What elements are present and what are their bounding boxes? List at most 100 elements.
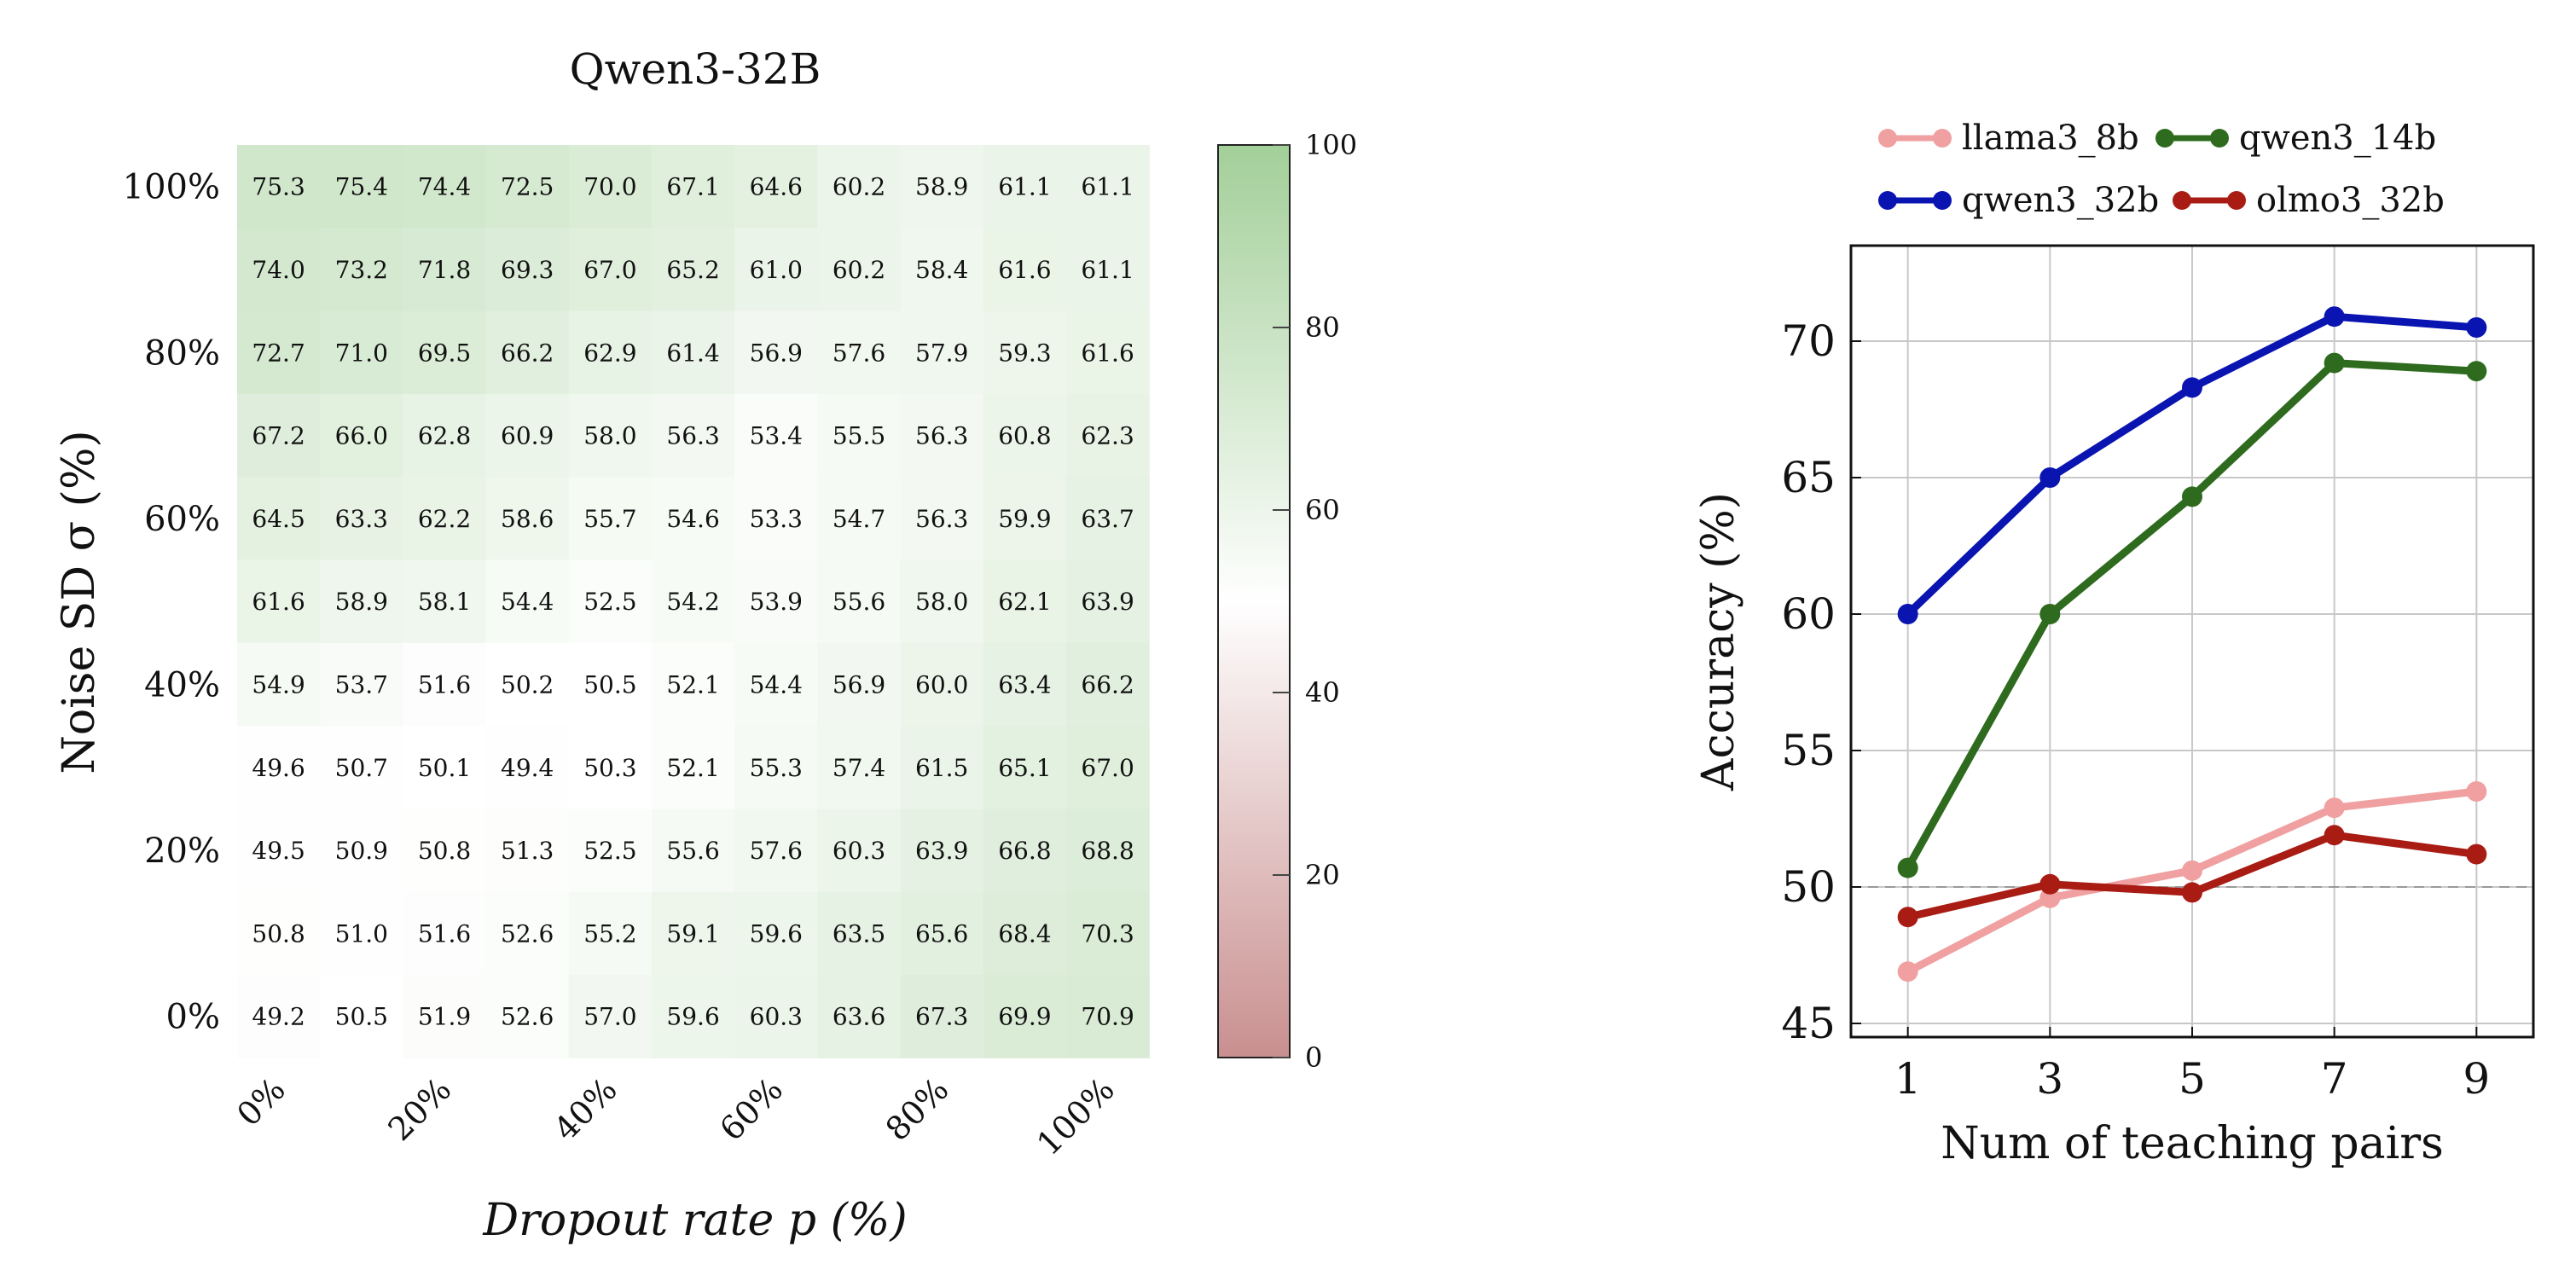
heatmap-cell: [817, 228, 902, 312]
data-point-qwen3_14b: [2039, 604, 2061, 624]
heatmap-cell-label: 52.5: [583, 837, 636, 865]
legend-swatch-marker: [2210, 129, 2229, 148]
heatmap-cell-label: 51.0: [335, 919, 388, 948]
heatmap-cell: [568, 559, 653, 644]
heatmap-cell-label: 62.8: [418, 422, 471, 450]
heatmap-cell-label: 62.9: [583, 339, 636, 367]
heatmap-cell-label: 72.5: [501, 173, 554, 201]
heatmap-cell-label: 50.9: [335, 837, 388, 865]
data-point-olmo3_32b: [2039, 873, 2061, 895]
heatmap-cell: [983, 310, 1067, 395]
legend-swatch-marker: [1933, 191, 1952, 210]
heatmap-cell-label: 62.1: [998, 588, 1051, 616]
heatmap-cell: [320, 642, 403, 727]
heatmap-x-ticks: 0% 20% 40% 60% 80% 100%: [229, 1070, 1122, 1162]
data-point-qwen3_14b: [1897, 857, 1918, 878]
data-point-llama3_8b: [1897, 961, 1918, 982]
heatmap-cell-label: 50.2: [501, 670, 554, 698]
heatmap-cell-label: 75.4: [335, 173, 388, 201]
heatmap-cell-label: 69.9: [998, 1003, 1051, 1031]
heatmap-cell: [817, 310, 902, 395]
heatmap-cell-label: 61.1: [1081, 256, 1134, 284]
line-x-ticks: 1 3 5 7 9: [1894, 1027, 2490, 1104]
legend-label-qwen3_32b: qwen3_32b: [1962, 181, 2159, 220]
heatmap-cell: [320, 559, 403, 644]
heatmap-cell: [568, 809, 653, 893]
heatmap-cell: [900, 477, 984, 561]
line-x-axis-label: Num of teaching pairs: [1941, 1118, 2444, 1169]
heatmap-cell-label: 64.6: [750, 173, 803, 201]
heatmap-cell-label: 58.9: [335, 588, 388, 616]
heatmap-cell: [652, 228, 735, 312]
heatmap-cell: [237, 228, 321, 312]
heatmap-cell-label: 68.4: [998, 919, 1051, 948]
heatmap-cell-label: 66.8: [998, 837, 1051, 865]
colorbar-tick-label: 100: [1305, 129, 1357, 161]
heatmap-y-tick-label: 40%: [144, 665, 220, 704]
heatmap-cell: [983, 891, 1067, 976]
heatmap-cell: [983, 145, 1067, 229]
heatmap-cell-label: 58.0: [583, 422, 636, 450]
heatmap-cell-label: 56.3: [915, 505, 968, 533]
heatmap-cell-label: 57.6: [833, 339, 885, 367]
heatmap-cell: [900, 310, 984, 395]
legend-swatch-marker: [1933, 129, 1952, 148]
heatmap-cell: [1066, 891, 1150, 976]
heatmap-cell: [568, 145, 653, 229]
x-tick-label: 3: [2036, 1054, 2063, 1104]
heatmap-cell: [403, 393, 487, 478]
heatmap-cell: [1066, 559, 1150, 644]
heatmap-cell-label: 73.2: [335, 256, 388, 284]
heatmap-cell-label: 61.6: [1081, 339, 1134, 367]
heatmap-cell-label: 63.9: [1081, 588, 1134, 616]
heatmap-cell: [734, 559, 818, 644]
heatmap-cell-label: 56.9: [833, 670, 885, 698]
heatmap-cell-label: 62.2: [418, 505, 471, 533]
heatmap-cell: [568, 642, 653, 727]
heatmap-cell: [568, 310, 653, 395]
heatmap-cells: 75.3 75.4 74.4 72.5 70.0 67.1 64.6 60.2 58.9 61.1…: [237, 145, 1150, 1058]
heatmap-cell-label: 49.4: [501, 754, 554, 782]
heatmap-cell-label: 54.7: [833, 505, 885, 533]
heatmap-cell-label: 63.6: [833, 1003, 885, 1031]
line-y-ticks: 45 50 55 60 65 70: [1781, 316, 1861, 1048]
heatmap-cell-label: 52.1: [666, 670, 719, 698]
heatmap-cell-label: 50.3: [583, 754, 636, 782]
heatmap-cell: [1066, 809, 1150, 893]
heatmap-cell: [320, 891, 403, 976]
heatmap-cell-label: 61.6: [998, 256, 1051, 284]
heatmap-cell: [403, 726, 487, 809]
heatmap-cell: [1066, 145, 1150, 229]
heatmap-cell: [983, 975, 1067, 1058]
heatmap-cell: [485, 642, 570, 727]
heatmap-cell-label: 50.7: [335, 754, 388, 782]
x-tick-label: 7: [2321, 1054, 2348, 1104]
heatmap-cell-label: 63.7: [1081, 505, 1134, 533]
legend-label-qwen3_14b: qwen3_14b: [2239, 119, 2436, 158]
heatmap-cell: [1066, 310, 1150, 395]
heatmap-cell: [652, 809, 735, 893]
heatmap-cell-label: 58.6: [501, 505, 554, 533]
heatmap-cell: [237, 393, 321, 478]
legend-label-olmo3_32b: olmo3_32b: [2256, 181, 2445, 220]
heatmap-y-tick-label: 20%: [144, 832, 220, 871]
legend-swatch-marker: [2173, 191, 2191, 210]
heatmap-cell: [900, 559, 984, 644]
heatmap-cell: [1066, 726, 1150, 809]
heatmap-cell-label: 72.7: [252, 339, 305, 367]
heatmap-cell: [817, 559, 902, 644]
heatmap-cell-label: 59.9: [998, 505, 1051, 533]
data-point-llama3_8b: [2324, 797, 2345, 819]
heatmap-x-tick-label: 40%: [547, 1070, 624, 1148]
heatmap-cell-label: 63.9: [915, 837, 968, 865]
data-point-llama3_8b: [2182, 860, 2202, 881]
heatmap-cell: [485, 145, 570, 229]
series-lines: [1897, 306, 2487, 982]
heatmap-cell: [734, 228, 818, 312]
heatmap-cell: [237, 809, 321, 893]
heatmap-cell-label: 60.3: [833, 837, 885, 865]
heatmap-cell-label: 60.3: [750, 1003, 803, 1031]
heatmap-cell-label: 60.9: [501, 422, 554, 450]
heatmap-cell: [568, 228, 653, 312]
